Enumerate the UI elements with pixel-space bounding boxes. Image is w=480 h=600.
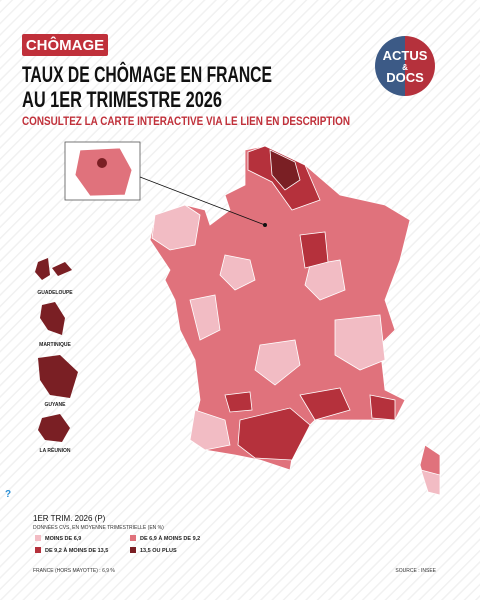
logo-text: & xyxy=(402,63,408,72)
legend-swatch xyxy=(35,547,41,553)
legend-label: DE 9,2 À MOINS DE 13,5 xyxy=(45,547,108,554)
region xyxy=(369,394,396,421)
region xyxy=(219,254,256,291)
region xyxy=(299,387,351,421)
legend-label: MOINS DE 6,9 xyxy=(45,536,81,542)
map: GUADELOUPE MARTINIQUE GUYANE LA RÉUNION … xyxy=(5,141,441,500)
logo: ACTUS & DOCS xyxy=(375,36,435,96)
region xyxy=(189,294,221,341)
region xyxy=(304,259,346,301)
logo-text: DOCS xyxy=(386,70,424,85)
region xyxy=(299,231,329,269)
region xyxy=(334,314,386,371)
region xyxy=(224,391,253,413)
logo-half xyxy=(405,36,435,96)
region xyxy=(269,149,301,191)
footer-source: SOURCE : INSEE xyxy=(395,568,436,574)
region xyxy=(151,204,201,251)
overseas-label: LA RÉUNION xyxy=(40,446,71,454)
legend-label: DE 6,9 À MOINS DE 9,2 xyxy=(140,535,200,542)
legend-note: DONNÉES CVS, EN MOYENNE TRIMESTRIELLE (E… xyxy=(33,524,164,531)
corsica-part xyxy=(420,469,441,496)
badge xyxy=(22,34,108,56)
guadeloupe xyxy=(35,258,72,280)
legend-label: 13,5 OU PLUS xyxy=(140,548,177,554)
subtitle: CONSULTEZ LA CARTE INTERACTIVE VIA LE LI… xyxy=(22,116,350,128)
guyane xyxy=(38,355,78,398)
logo-text: ACTUS xyxy=(383,48,428,63)
region xyxy=(254,339,301,386)
badge-text: CHÔMAGE xyxy=(26,36,104,54)
legend: 1ER TRIM. 2026 (P) DONNÉES CVS, EN MOYEN… xyxy=(33,514,200,554)
title-line: TAUX DE CHÔMAGE EN FRANCE xyxy=(22,62,272,87)
footer-national: FRANCE (HORS MAYOTTE) : 6,9 % xyxy=(33,568,115,574)
help-icon[interactable]: ? xyxy=(5,489,11,500)
logo-half xyxy=(375,36,405,96)
legend-swatch xyxy=(35,535,41,541)
martinique xyxy=(40,302,65,335)
inset-dot xyxy=(263,223,267,227)
reunion xyxy=(38,414,70,442)
inset-pointer xyxy=(139,176,266,226)
legend-swatch xyxy=(130,547,136,553)
legend-title: 1ER TRIM. 2026 (P) xyxy=(33,514,106,523)
region xyxy=(237,407,311,461)
overseas-label: MARTINIQUE xyxy=(39,342,71,348)
paris-center xyxy=(97,158,107,168)
overseas-label: GUADELOUPE xyxy=(37,290,73,296)
title-line: AU 1ER TRIMESTRE 2026 xyxy=(22,87,222,112)
overseas-label: GUYANE xyxy=(45,402,67,408)
paris-area xyxy=(74,147,133,197)
france-mainland xyxy=(149,145,411,471)
region xyxy=(189,409,231,451)
legend-swatch xyxy=(130,535,136,541)
